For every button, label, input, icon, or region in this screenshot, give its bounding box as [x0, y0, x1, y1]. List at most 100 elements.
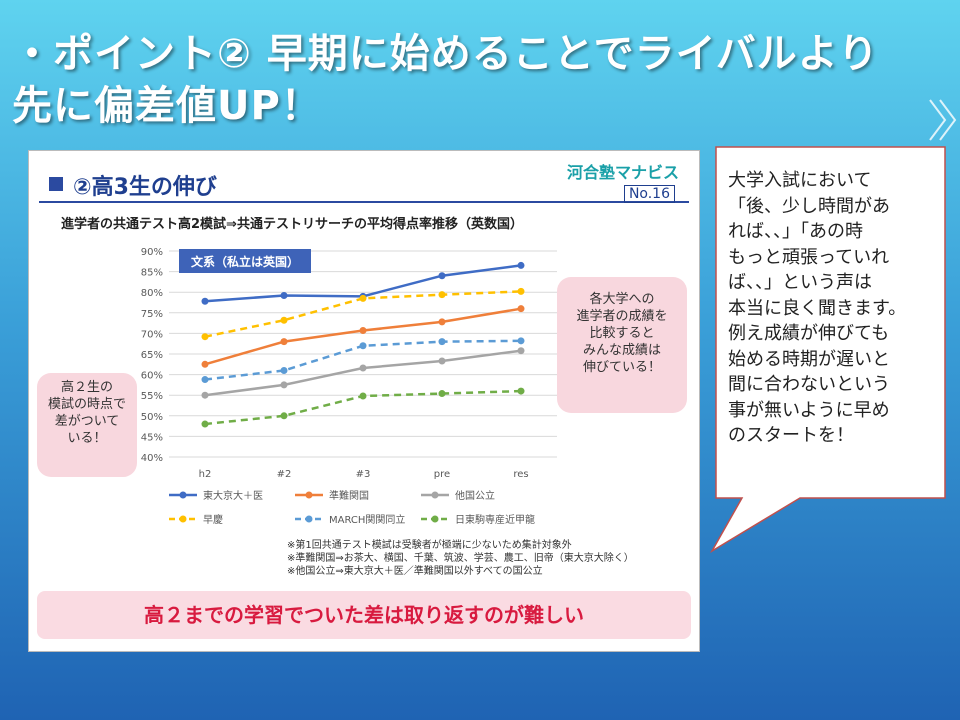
note-line: ※準難関国⇒お茶大、横国、千葉、筑波、学芸、農工、旧帝（東大京大除く）: [287, 553, 634, 564]
bubble-line: 比較すると: [589, 326, 655, 341]
y-tick-label: 65%: [141, 350, 163, 361]
data-point: [359, 327, 367, 335]
y-tick-label: 50%: [141, 412, 163, 423]
data-point: [517, 347, 525, 355]
callout-line: もっと頑張っていれ: [728, 246, 890, 268]
bubble-line: 模試の時点で: [47, 397, 126, 412]
callout-line: ば、、」という声は: [728, 272, 872, 293]
legend-marker: [431, 515, 439, 523]
callout-text: 大学入試において 「後、少し時間があ れば、、」「あの時もっと頑張っていれ ば、、」と…: [728, 168, 940, 449]
y-tick-label: 75%: [141, 309, 163, 320]
embedded-slide: ②高3生の伸び 河合塾マナビス No.16 進学者の共通テスト高2模試⇒共通テス…: [28, 150, 700, 652]
line-chart: 40% 45% 50% 55% 60% 65% 70% 75% 80% 85% 90% h2 #2 #3…: [141, 247, 557, 526]
data-point: [280, 381, 288, 389]
annotation-box: [179, 249, 311, 273]
legend-marker: [305, 491, 313, 499]
y-tick-label: 55%: [141, 391, 163, 402]
y-tick-label: 40%: [141, 453, 163, 464]
data-point: [201, 297, 209, 305]
legend-label: 他国公立: [455, 489, 495, 502]
decorative-arrows: [929, 99, 957, 141]
data-point: [517, 337, 525, 345]
y-tick-label: 45%: [141, 432, 163, 443]
y-tick-label: 60%: [141, 371, 163, 382]
callout-line: 始める時期が遅いと: [728, 348, 890, 370]
brand-logo: 河合塾マナビス: [566, 163, 679, 182]
card-header-title: ②高3生の伸び: [73, 175, 217, 200]
legend-label: 早慶: [203, 513, 223, 526]
data-point: [517, 261, 525, 269]
data-point: [280, 338, 288, 346]
data-point: [201, 420, 209, 428]
data-point: [201, 376, 209, 384]
x-tick-label: #2: [277, 469, 292, 480]
square-bullet-icon: [49, 177, 63, 191]
x-tick-label: #3: [356, 469, 371, 480]
data-point: [280, 412, 288, 420]
y-tick-label: 85%: [141, 268, 163, 279]
data-point: [517, 305, 525, 313]
conclusion-banner: 高２までの学習でついた差は取り返すのが難しい: [37, 591, 691, 639]
note-line: ※他国公立⇒東大京大＋医／準難関国以外すべての国公立: [287, 566, 543, 577]
note-line: ※第1回共通テスト模試は受験者が極端に少ないため集計対象外: [287, 540, 572, 551]
bubble-line: 差がついて: [54, 414, 120, 429]
data-point: [438, 291, 446, 299]
chart-subtitle: 進学者の共通テスト高2模試⇒共通テストリサーチの平均得点率推移（英数国）: [61, 217, 523, 232]
data-point: [438, 338, 446, 346]
callout-line: 本当に良く聞きます。: [728, 297, 907, 319]
x-tick-label: pre: [434, 469, 450, 480]
y-axis: 40% 45% 50% 55% 60% 65% 70% 75% 80% 85% 90%: [141, 247, 163, 464]
callout-line: 「後、少し時間があ: [728, 195, 890, 217]
bubble-line: 進学者の成績を: [576, 309, 668, 324]
bubble-line: 高２生の: [60, 380, 113, 395]
legend-label: 東大京大＋医: [203, 489, 263, 502]
data-point: [359, 342, 367, 350]
legend-marker: [179, 491, 187, 499]
legend-label: 日東駒専産近甲龍: [455, 513, 535, 526]
callout-line: のスタートを！: [728, 425, 854, 446]
legend-marker: [179, 515, 187, 523]
legend-label: 準難関国: [329, 489, 369, 502]
callout-line: 間に合わないという: [728, 374, 890, 395]
right-speech-bubble: 各大学への進学者の成績を 比較するとみんな成績は 伸びている！: [557, 277, 687, 413]
y-tick-label: 90%: [141, 247, 163, 258]
callout-line: 大学入試において: [728, 170, 872, 191]
data-point: [517, 287, 525, 295]
y-tick-label: 80%: [141, 288, 163, 299]
data-point: [201, 360, 209, 368]
bubble-line: 伸びている！: [582, 360, 661, 375]
data-point: [359, 364, 367, 372]
data-point: [201, 333, 209, 341]
chart-series: [201, 261, 525, 428]
data-point: [438, 318, 446, 326]
legend-marker: [305, 515, 313, 523]
chart-annotation: 文系（私立は英国）: [191, 254, 299, 269]
slide-title: ・ポイント② 早期に始めることでライバルより先に偏差値UP！: [12, 31, 879, 129]
left-speech-bubble: 高２生の模試の時点で 差がついている！: [37, 373, 137, 477]
legend-label: MARCH関関同立: [329, 513, 405, 526]
callout-line: れば、、」「あの時: [728, 221, 863, 242]
chart-notes: ※第1回共通テスト模試は受験者が極端に少ないため集計対象外 ※準難関国⇒お茶大、横…: [287, 539, 634, 578]
bubble-line: いる！: [67, 431, 107, 446]
data-point: [438, 357, 446, 365]
data-point: [517, 387, 525, 395]
legend-marker: [431, 491, 439, 499]
x-axis: h2 #2 #3 pre res: [199, 469, 529, 480]
data-point: [359, 392, 367, 400]
bubble-line: みんな成績は: [582, 343, 661, 358]
bubble-line: 各大学への: [589, 292, 655, 307]
callout-line: 事が無いように早め: [728, 399, 890, 421]
callout-line: 例え成績が伸びても: [728, 323, 890, 344]
data-point: [201, 391, 209, 399]
data-point: [359, 294, 367, 302]
data-point: [280, 291, 288, 299]
page-number-badge: No.16: [623, 185, 675, 203]
data-point: [280, 316, 288, 324]
card-header: ②高3生の伸び 河合塾マナビス No.16: [39, 161, 689, 203]
x-tick-label: h2: [199, 469, 212, 480]
y-tick-label: 70%: [141, 329, 163, 340]
data-point: [438, 390, 446, 398]
data-point: [438, 272, 446, 280]
